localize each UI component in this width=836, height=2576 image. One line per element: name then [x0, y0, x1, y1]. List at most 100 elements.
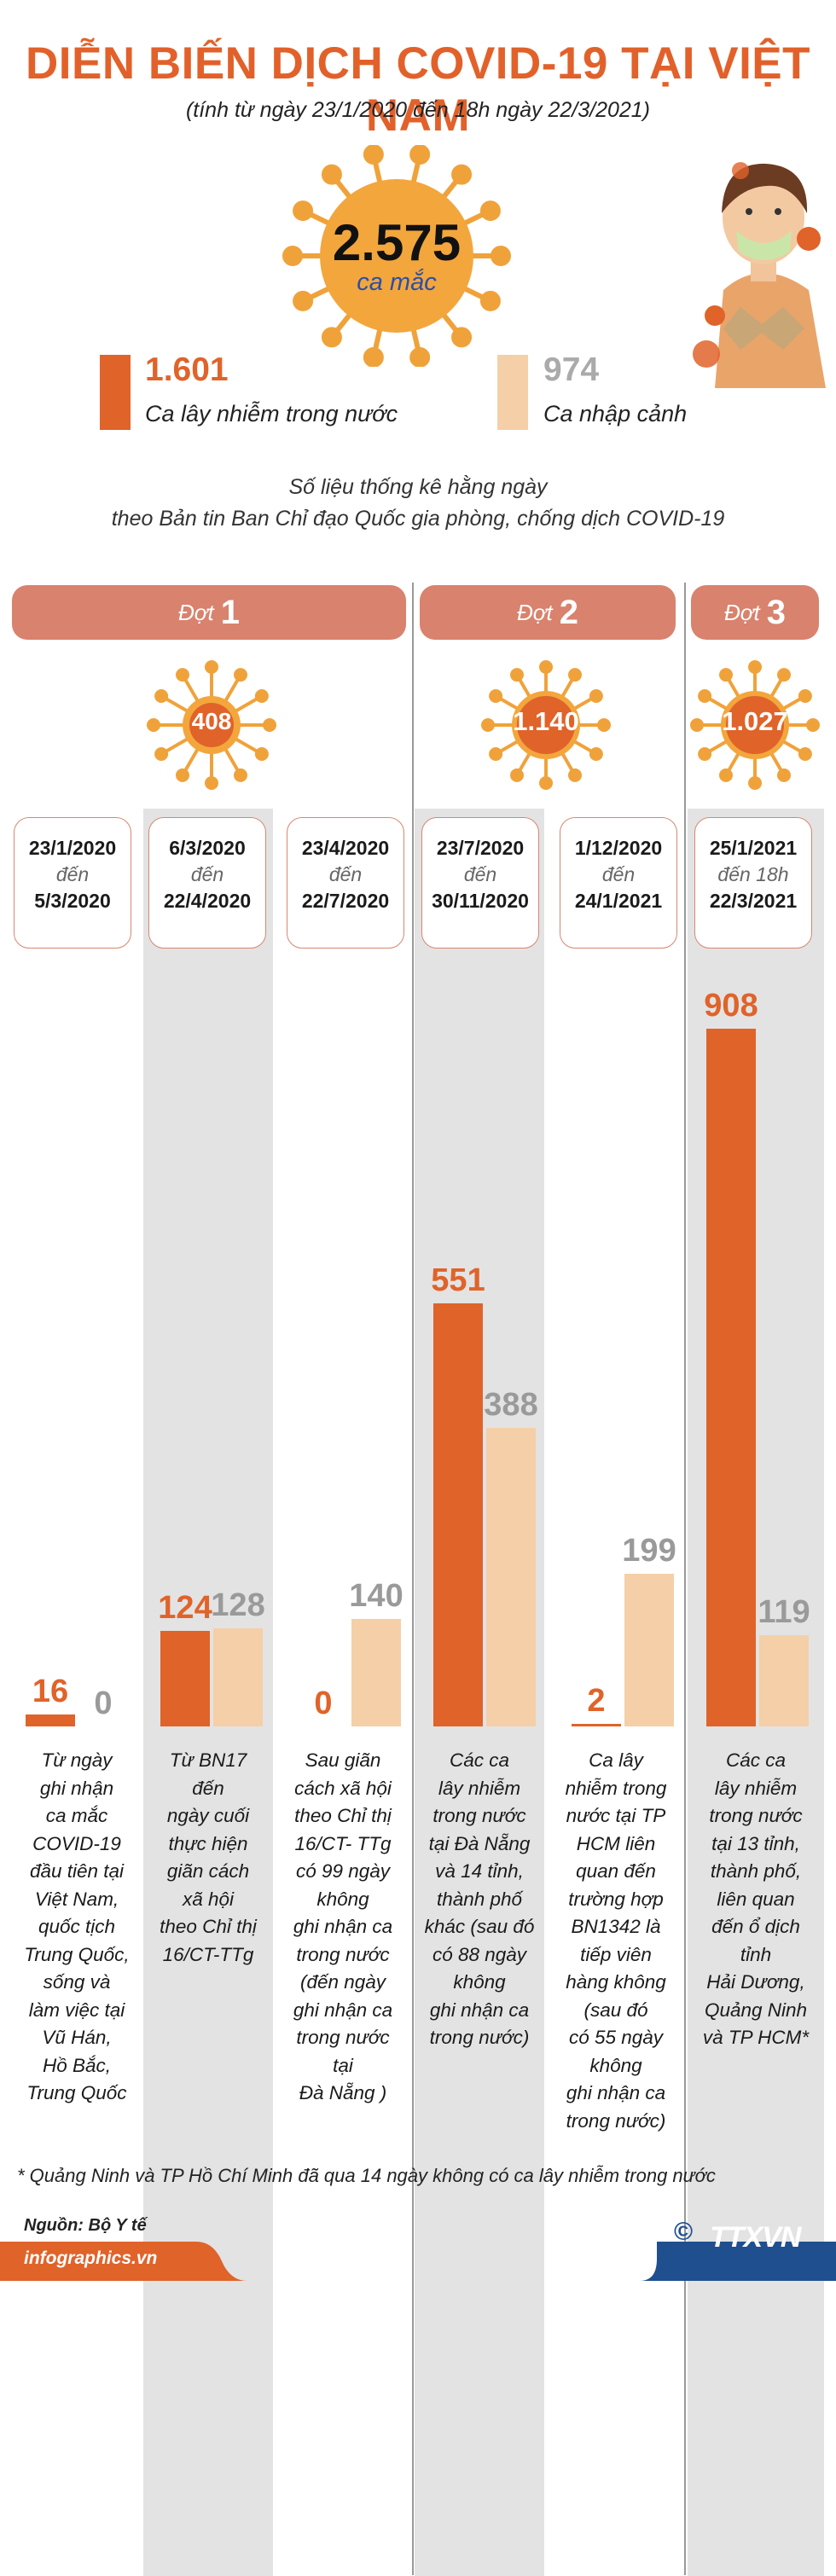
divider-phase-1-2: [412, 583, 414, 2575]
site-url: infographics.vn: [24, 2248, 158, 2268]
note-line: Sau giãn: [305, 1749, 381, 1771]
phase-2-word: Đợt: [517, 599, 553, 625]
note-line: theo Chỉ thị: [294, 1805, 392, 1826]
bar-label-domestic-period-4: 551: [431, 1262, 485, 1298]
note-line: quốc tịch: [38, 1916, 116, 1937]
note-line: nước tại TP: [566, 1805, 666, 1826]
period-3-from: 23/4/2020: [301, 837, 390, 859]
note-line: tỉnh: [740, 1943, 772, 1965]
total-cases-value: 2.575: [332, 214, 462, 271]
legend-swatch-domestic: [100, 355, 131, 430]
period-card-5: 1/12/2020 đến 24/1/2021: [560, 817, 677, 949]
note-line: Trung Quốc,: [24, 1943, 130, 1965]
note-line: có 99 ngày: [295, 1860, 391, 1882]
total-virus-icon: [282, 145, 511, 367]
note-period-6: Các ca lây nhiễm trong nước tại 13 tỉnh, thà…: [688, 1747, 824, 2052]
note-line: tại 13 tỉnh,: [711, 1832, 800, 1854]
note-line: không: [453, 1971, 506, 1993]
note-line: trong nước): [429, 2027, 530, 2048]
note-line: thành phố,: [710, 1860, 802, 1882]
source-note-line-1: Số liệu thống kê hằng ngày: [288, 475, 548, 499]
note-line: lây nhiễm: [714, 1777, 798, 1799]
note-line: trong nước: [296, 2027, 390, 2048]
note-line: làm việc tại: [28, 1999, 125, 2021]
ttxvn-logo: TTXVN: [710, 2221, 801, 2254]
note-line: ghi nhận: [39, 1777, 114, 1799]
note-line: có 55 ngày: [568, 2027, 664, 2048]
note-line: Ca lây: [589, 1749, 643, 1771]
note-line: Từ BN17: [169, 1749, 247, 1771]
period-5-to: 24/1/2021: [574, 890, 663, 912]
note-period-5: Ca lây nhiễm trong nước tại TP HCM liên quan…: [551, 1747, 681, 2135]
period-6-mid: đến 18h: [717, 863, 789, 885]
note-line: tiếp viên: [580, 1943, 652, 1965]
phase-3-virus-icon: [690, 660, 820, 790]
note-line: có 88 ngày: [432, 1943, 527, 1965]
divider-phase-2-3: [684, 583, 686, 2575]
period-4-to: 30/11/2020: [432, 890, 529, 912]
bar-imported-period-3: [351, 1618, 401, 1726]
note-line: và 14 tỉnh,: [435, 1860, 524, 1882]
phase-1-total: 408: [191, 708, 232, 734]
note-line: liên quan: [717, 1888, 795, 1910]
note-line: Từ ngày: [41, 1749, 113, 1771]
note-line: Các ca: [725, 1749, 787, 1771]
phase-1-banner: Đợt 1: [12, 585, 406, 640]
statistics-source-note: Số liệu thống kê hằng ngày theo Bản tin …: [0, 472, 836, 535]
note-period-4: Các ca lây nhiễm trong nước tại Đà Nẵng và 1…: [415, 1747, 544, 2052]
note-line: khác (sau đó: [424, 1916, 535, 1937]
period-5-from: 1/12/2020: [574, 837, 663, 859]
bar-imported-period-4: [486, 1428, 536, 1726]
bar-label-domestic-period-6: 908: [704, 988, 758, 1024]
period-card-6: 25/1/2021 đến 18h 22/3/2021: [694, 817, 812, 949]
bar-label-domestic-period-1: 16: [32, 1673, 69, 1709]
page-subtitle: (tính từ ngày 23/1/2020 đến 18h ngày 22/…: [185, 98, 651, 122]
note-line: 16/CT-TTg: [162, 1943, 254, 1965]
phase-3-word: Đợt: [724, 599, 760, 625]
bar-domestic-period-6: [706, 1029, 756, 1726]
note-line: trong nước): [566, 2109, 666, 2132]
note-line: quan đến: [576, 1860, 656, 1882]
bar-domestic-period-1: [26, 1714, 75, 1726]
period-6-to: 22/3/2021: [709, 890, 798, 912]
bar-label-imported-period-3: 140: [349, 1577, 403, 1614]
period-1-mid: đến: [55, 863, 90, 885]
period-4-from: 23/7/2020: [436, 837, 525, 859]
note-line: ghi nhận ca: [293, 1999, 393, 2021]
note-line: COVID-19: [32, 1832, 121, 1854]
period-card-4: 23/7/2020 đến 30/11/2020: [421, 817, 539, 949]
period-card-1: 23/1/2020 đến 5/3/2020: [14, 817, 131, 949]
note-line: tại: [333, 2054, 353, 2076]
period-3-to: 22/7/2020: [301, 890, 390, 912]
note-line: ca mắc: [45, 1805, 108, 1826]
note-line: Việt Nam,: [34, 1888, 119, 1910]
bar-label-domestic-period-2: 124: [158, 1590, 212, 1627]
note-line: (đến ngày: [299, 1971, 386, 1993]
phase-1-number: 1: [220, 593, 240, 631]
footer-band: [0, 2242, 836, 2281]
total-cases-unit: ca mắc: [357, 269, 437, 296]
note-line: tại Đà Nẵng: [428, 1832, 531, 1854]
source-note-line-2: theo Bản tin Ban Chỉ đạo Quốc gia phòng,…: [111, 507, 725, 531]
bar-label-imported-period-2: 128: [211, 1587, 265, 1623]
period-4-mid: đến: [463, 863, 497, 885]
phase-1-virus-icon: [147, 660, 276, 790]
bar-imported-period-2: [213, 1627, 263, 1726]
note-line: ghi nhận ca: [566, 2082, 666, 2103]
note-line: ghi nhận ca: [293, 1916, 393, 1937]
note-line: cách xã hội: [294, 1777, 392, 1799]
phase-2-number: 2: [559, 593, 578, 631]
phase-2-virus-icon: [481, 660, 611, 790]
bar-label-domestic-period-3: 0: [314, 1685, 333, 1721]
note-line: không: [316, 1888, 369, 1910]
phase-2-total: 1.140: [513, 706, 579, 736]
footnote: * Quảng Ninh và TP Hồ Chí Minh đã qua 14…: [17, 2165, 716, 2186]
bar-domestic-period-4: [433, 1303, 483, 1726]
legend-value-imported: 974: [543, 351, 600, 388]
period-2-mid: đến: [190, 863, 224, 885]
period-card-3: 23/4/2020 đến 22/7/2020: [287, 817, 404, 949]
phase-3-banner: Đợt 3: [691, 585, 819, 640]
bar-imported-period-5: [624, 1573, 674, 1726]
bar-imported-period-6: [759, 1634, 809, 1726]
period-1-to: 5/3/2020: [34, 890, 111, 912]
